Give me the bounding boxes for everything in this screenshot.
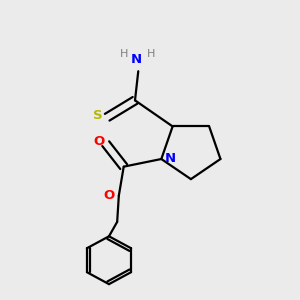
Text: H: H [120,49,129,59]
Text: O: O [93,135,104,148]
Text: N: N [164,152,175,165]
Text: S: S [93,109,103,122]
Text: O: O [103,189,115,202]
Text: H: H [146,49,155,59]
Text: N: N [131,53,142,66]
